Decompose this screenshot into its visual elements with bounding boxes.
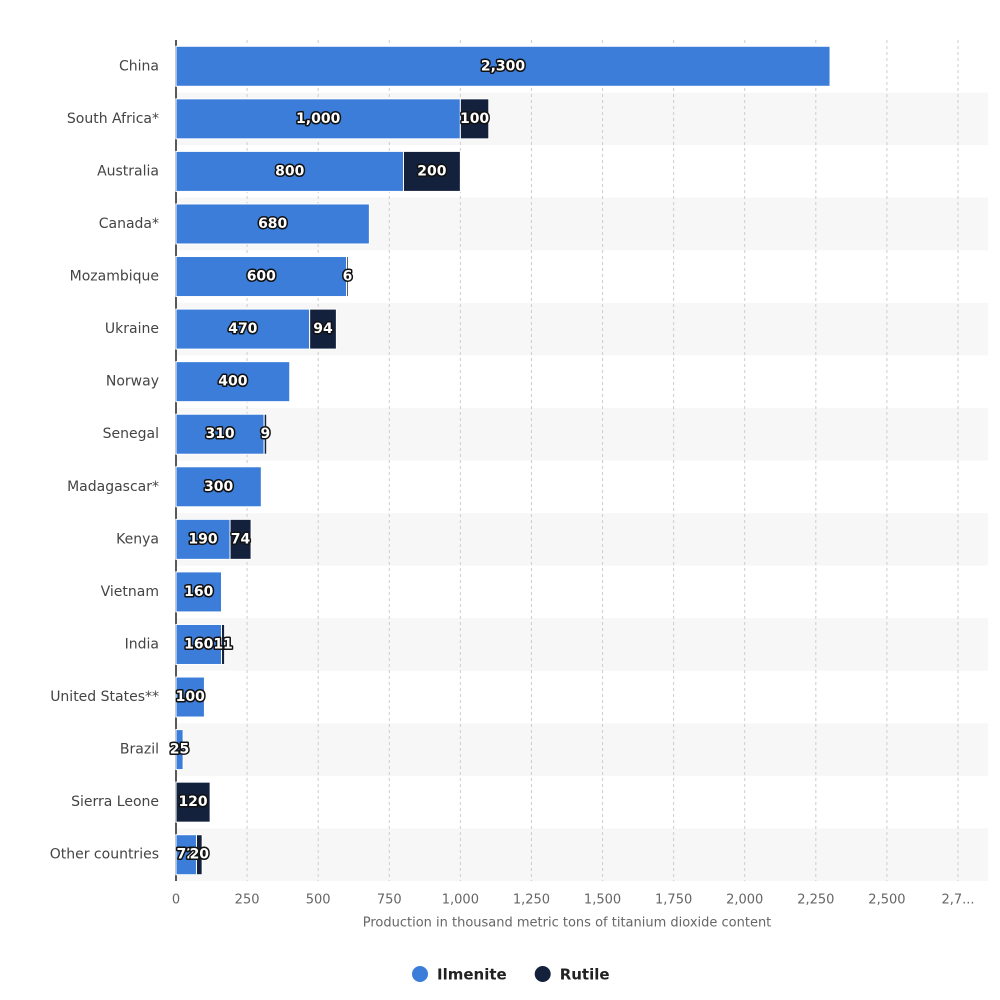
data-label: 2,300 xyxy=(481,58,526,74)
bar-segment xyxy=(175,45,831,87)
data-label: 94 xyxy=(313,321,333,337)
bar-segment xyxy=(175,676,205,718)
bar-segment xyxy=(220,623,226,665)
x-tick-label: 0 xyxy=(172,893,180,908)
data-label: 1,000 xyxy=(296,111,341,127)
data-label: 11 xyxy=(213,636,232,652)
x-tick-label: 2,500 xyxy=(868,893,905,908)
data-label: 300 xyxy=(204,479,233,495)
data-label: 470 xyxy=(228,321,257,337)
bar-segment xyxy=(175,150,404,192)
data-label: 160 xyxy=(184,636,213,652)
x-tick-label: 1,750 xyxy=(655,893,692,908)
data-label: 310 xyxy=(205,426,234,442)
bar-segment xyxy=(229,518,252,560)
bar-segment xyxy=(175,466,262,508)
x-tick-label: 2,250 xyxy=(797,893,834,908)
y-tick-label: Brazil xyxy=(120,742,159,758)
x-tick-label: 1,000 xyxy=(442,893,479,908)
bar-segment xyxy=(309,308,337,350)
y-tick-label: Senegal xyxy=(103,426,159,442)
data-label: 400 xyxy=(218,374,247,390)
y-tick-label: Norway xyxy=(106,374,159,390)
bar-segment xyxy=(175,98,461,140)
bar-segment xyxy=(175,308,311,350)
y-tick-label: South Africa* xyxy=(67,111,159,127)
y-tick-label: Sierra Leone xyxy=(71,794,159,810)
data-label: 160 xyxy=(184,584,213,600)
row-stripe xyxy=(176,618,988,671)
bar-segment xyxy=(175,781,211,823)
bar-segment xyxy=(175,729,184,771)
data-label: 200 xyxy=(417,163,446,179)
data-label: 120 xyxy=(178,794,207,810)
y-tick-label: Vietnam xyxy=(101,584,159,600)
x-tick-label: 750 xyxy=(377,893,402,908)
x-tick-label: 250 xyxy=(235,893,260,908)
y-tick-label: Other countries xyxy=(50,847,159,863)
legend-marker xyxy=(412,966,428,982)
x-tick-label: 1,250 xyxy=(513,893,550,908)
bar-segment xyxy=(175,518,231,560)
row-stripe xyxy=(176,513,988,566)
bar-segment xyxy=(175,413,265,455)
bar-segment xyxy=(175,361,291,403)
data-label: 74 xyxy=(231,531,251,547)
row-stripe xyxy=(176,407,988,461)
x-tick-label: 2,7... xyxy=(941,893,974,908)
bar-segment xyxy=(175,623,222,665)
legend-label: Ilmenite xyxy=(437,966,507,984)
data-label: 6 xyxy=(343,269,353,285)
y-tick-label: United States** xyxy=(50,689,159,705)
y-tick-label: Australia xyxy=(97,163,159,179)
data-label: 25 xyxy=(170,742,189,758)
data-label: 72 xyxy=(176,847,195,863)
x-axis-label: Production in thousand metric tons of ti… xyxy=(363,916,772,931)
bar-segment xyxy=(175,203,370,245)
data-label: 9 xyxy=(261,426,271,442)
x-tick-label: 2,000 xyxy=(726,893,763,908)
y-tick-label: Kenya xyxy=(116,531,159,547)
data-label: 190 xyxy=(188,531,217,547)
data-label: 100 xyxy=(176,689,205,705)
y-tick-label: India xyxy=(125,636,159,652)
y-tick-label: Mozambique xyxy=(70,269,159,285)
bar-segment xyxy=(263,413,268,455)
y-tick-label: Ukraine xyxy=(105,321,159,337)
row-stripe xyxy=(176,723,988,776)
x-tick-label: 500 xyxy=(306,893,331,908)
y-tick-label: Madagascar* xyxy=(67,479,159,495)
bar-segment xyxy=(175,571,222,613)
legend-label: Rutile xyxy=(560,966,610,984)
y-tick-label: Canada* xyxy=(99,216,159,232)
data-label: 800 xyxy=(275,163,304,179)
x-tick-label: 1,500 xyxy=(584,893,621,908)
data-label: 100 xyxy=(460,111,489,127)
bar-segment xyxy=(402,150,461,192)
bar-segment xyxy=(346,256,349,298)
data-label: 600 xyxy=(247,269,276,285)
bar-segment xyxy=(459,98,490,140)
data-label: 20 xyxy=(190,847,210,863)
row-stripe xyxy=(176,828,988,881)
y-tick-label: China xyxy=(119,58,159,74)
legend-marker xyxy=(534,966,551,982)
bar-segment xyxy=(195,834,203,876)
data-label: 680 xyxy=(258,216,287,232)
